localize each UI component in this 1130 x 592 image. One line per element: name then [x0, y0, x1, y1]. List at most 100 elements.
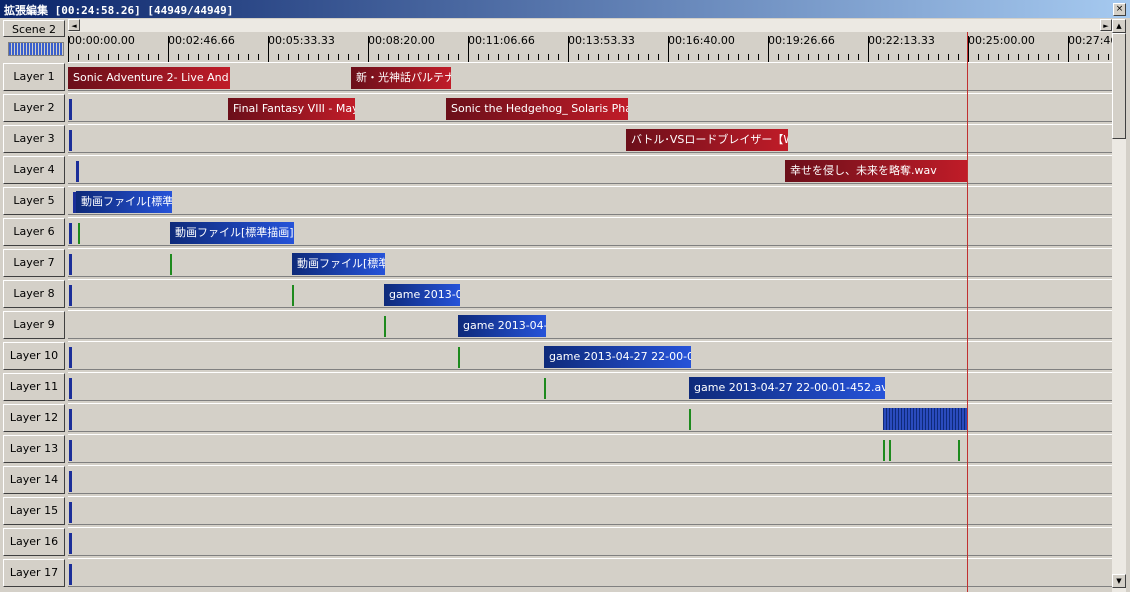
vertical-scroll-thumb[interactable] [1112, 33, 1126, 139]
scene-selector-button[interactable]: Scene 2 [3, 20, 65, 37]
layer-track[interactable]: game 2013-04-27 22-00-01-452.avi [68, 372, 1112, 401]
video-clip[interactable] [883, 408, 967, 430]
vertical-scrollbar[interactable]: ▲ ▼ [1112, 19, 1126, 592]
audio-clip[interactable]: Sonic the Hedgehog_ Solaris Phase [446, 98, 628, 120]
ruler-tick [948, 54, 949, 60]
layer-track[interactable] [68, 403, 1112, 432]
layer-start-marker[interactable] [69, 564, 72, 585]
ruler-tick [518, 54, 519, 60]
scene-change-marker[interactable] [544, 378, 546, 399]
scene-change-marker[interactable] [458, 347, 460, 368]
scene-change-marker[interactable] [292, 285, 294, 306]
scene-change-marker[interactable] [889, 440, 891, 461]
ruler-time-label: 00:19:26.66 [768, 34, 835, 47]
scene-change-marker[interactable] [883, 440, 885, 461]
scroll-left-button[interactable]: ◄ [68, 19, 80, 31]
layer-start-marker[interactable] [69, 223, 72, 244]
audio-clip[interactable]: Final Fantasy VIII - May [228, 98, 355, 120]
layer-track[interactable] [68, 558, 1112, 587]
layer-track[interactable]: バトル･VSロードブレイザー【WA2 [68, 124, 1112, 153]
layer-start-marker[interactable] [69, 471, 72, 492]
video-clip[interactable]: 動画ファイル[標準描 [292, 253, 385, 275]
layer-button[interactable]: Layer 8 [3, 280, 65, 308]
layer-button[interactable]: Layer 16 [3, 528, 65, 556]
zoom-slider[interactable] [8, 42, 64, 56]
close-button[interactable]: × [1113, 3, 1126, 16]
ruler-tick [118, 54, 119, 60]
layer-start-marker[interactable] [69, 440, 72, 461]
layer-track[interactable]: 動画ファイル[標準描画] [68, 217, 1112, 246]
layer-track[interactable]: 幸せを侵し、未来を略奪.wav [68, 155, 1112, 184]
layer-button[interactable]: Layer 4 [3, 156, 65, 184]
layer-track[interactable] [68, 496, 1112, 525]
ruler-tick [328, 54, 329, 60]
layer-button[interactable]: Layer 12 [3, 404, 65, 432]
layer-start-marker[interactable] [69, 409, 72, 430]
ruler-tick [98, 54, 99, 60]
ruler-tick [998, 54, 999, 60]
layer-button[interactable]: Layer 9 [3, 311, 65, 339]
layer-start-marker[interactable] [69, 533, 72, 554]
layer-start-marker[interactable] [69, 130, 72, 151]
ruler-time-label: 00:05:33.33 [268, 34, 335, 47]
layer-start-marker[interactable] [73, 192, 76, 213]
scene-change-marker[interactable] [689, 409, 691, 430]
layer-button[interactable]: Layer 7 [3, 249, 65, 277]
layer-button[interactable]: Layer 11 [3, 373, 65, 401]
layer-start-marker[interactable] [69, 254, 72, 275]
layer-button[interactable]: Layer 1 [3, 63, 65, 91]
ruler-tick [158, 54, 159, 60]
ruler-tick [168, 36, 169, 62]
timeline-area[interactable]: Sonic Adventure 2- Live And I 新・光神話パルテナの F… [68, 62, 1112, 592]
video-clip[interactable]: 動画ファイル[標準描 [76, 191, 172, 213]
video-clip[interactable]: 動画ファイル[標準描画] [170, 222, 294, 244]
layer-button[interactable]: Layer 17 [3, 559, 65, 587]
layer-track[interactable]: 動画ファイル[標準描 [68, 248, 1112, 277]
layer-start-marker[interactable] [69, 347, 72, 368]
video-clip[interactable]: game 2013-04-2 [458, 315, 546, 337]
layer-start-marker[interactable] [69, 99, 72, 120]
layer-track[interactable] [68, 434, 1112, 463]
layer-track[interactable]: game 2013-04-2 [68, 310, 1112, 339]
layer-track[interactable] [68, 527, 1112, 556]
scene-change-marker[interactable] [170, 254, 172, 275]
layer-button[interactable]: Layer 6 [3, 218, 65, 246]
layer-track[interactable]: game 2013-04- [68, 279, 1112, 308]
audio-clip[interactable]: バトル･VSロードブレイザー【WA2 [626, 129, 788, 151]
layer-button[interactable]: Layer 3 [3, 125, 65, 153]
ruler-tick [728, 54, 729, 60]
ruler-tick [238, 54, 239, 60]
ruler-tick [228, 54, 229, 60]
layer-start-marker[interactable] [76, 161, 79, 182]
scene-change-marker[interactable] [384, 316, 386, 337]
video-clip[interactable]: game 2013-04-27 22-00-01 [544, 346, 691, 368]
layer-button[interactable]: Layer 2 [3, 94, 65, 122]
layer-button[interactable]: Layer 5 [3, 187, 65, 215]
layer-track[interactable] [68, 465, 1112, 494]
layer-button[interactable]: Layer 13 [3, 435, 65, 463]
scene-change-marker[interactable] [78, 223, 80, 244]
video-clip[interactable]: game 2013-04- [384, 284, 460, 306]
layer-button[interactable]: Layer 10 [3, 342, 65, 370]
layer-track[interactable]: 動画ファイル[標準描 [68, 186, 1112, 215]
audio-clip[interactable]: Sonic Adventure 2- Live And I [68, 67, 230, 89]
scroll-down-button[interactable]: ▼ [1112, 574, 1126, 588]
layer-button[interactable]: Layer 15 [3, 497, 65, 525]
layer-track[interactable]: Sonic Adventure 2- Live And I 新・光神話パルテナの [68, 62, 1112, 91]
scroll-right-button[interactable]: ► [1100, 19, 1112, 31]
audio-clip[interactable]: 新・光神話パルテナの [351, 67, 451, 89]
layer-track[interactable]: game 2013-04-27 22-00-01 [68, 341, 1112, 370]
ruler-tick [618, 54, 619, 60]
audio-clip[interactable]: 幸せを侵し、未来を略奪.wav [785, 160, 967, 182]
layer-start-marker[interactable] [69, 502, 72, 523]
horizontal-scrollbar[interactable]: ◄ ► [68, 19, 1112, 33]
layer-start-marker[interactable] [69, 378, 72, 399]
layer-start-marker[interactable] [69, 285, 72, 306]
time-ruler[interactable]: 00:00:00.00 00:02:46.66 00:05:33.33 00:08:2… [68, 32, 1112, 62]
layer-button[interactable]: Layer 14 [3, 466, 65, 494]
video-clip[interactable]: game 2013-04-27 22-00-01-452.avi [689, 377, 885, 399]
scroll-up-button[interactable]: ▲ [1112, 19, 1126, 33]
ruler-tick [828, 54, 829, 60]
scene-change-marker[interactable] [958, 440, 960, 461]
layer-track[interactable]: Final Fantasy VIII - May Sonic the Hedgeh… [68, 93, 1112, 122]
